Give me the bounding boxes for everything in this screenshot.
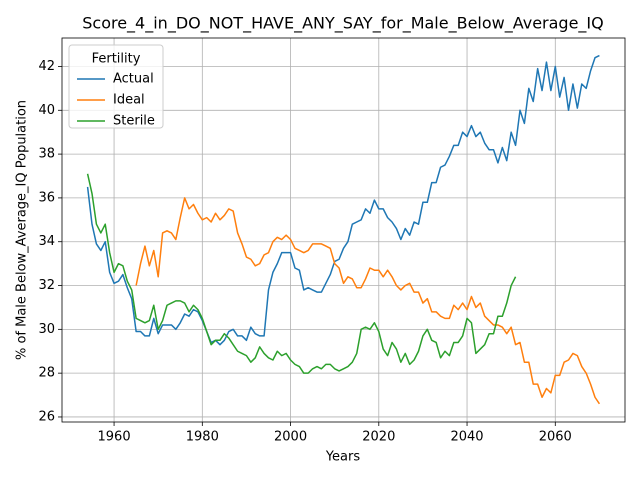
y-tick-label: 28 — [38, 366, 55, 381]
x-tick-label: 2020 — [362, 430, 395, 445]
x-axis-label: Years — [325, 450, 361, 465]
y-tick-label: 38 — [38, 147, 55, 162]
y-tick-label: 36 — [38, 190, 55, 205]
y-tick-label: 26 — [38, 409, 55, 424]
legend-label: Ideal — [113, 93, 145, 108]
y-tick-label: 34 — [38, 234, 55, 249]
x-tick-label: 2040 — [450, 430, 483, 445]
legend-label: Sterile — [113, 114, 155, 129]
y-tick-label: 40 — [38, 103, 55, 118]
x-tick-label: 1980 — [186, 430, 219, 445]
chart-title: Score_4_in_DO_NOT_HAVE_ANY_SAY_for_Male_… — [82, 14, 604, 34]
series-line — [86, 54, 600, 346]
series-line — [86, 173, 517, 374]
y-tick-label: 42 — [38, 59, 55, 74]
x-tick-label: 2060 — [539, 430, 572, 445]
series-line — [135, 197, 601, 405]
y-tick-label: 32 — [38, 278, 55, 293]
legend-box — [68, 44, 164, 129]
x-tick-label: 1960 — [98, 430, 131, 445]
y-axis-label: % of Male Below_Average_IQ Population — [15, 100, 30, 360]
x-tick-label: 2000 — [274, 430, 307, 445]
plot-frame — [61, 37, 626, 423]
legend-label: Actual — [113, 72, 154, 87]
y-tick-label: 30 — [38, 322, 55, 337]
legend-title: Fertility — [92, 52, 141, 67]
